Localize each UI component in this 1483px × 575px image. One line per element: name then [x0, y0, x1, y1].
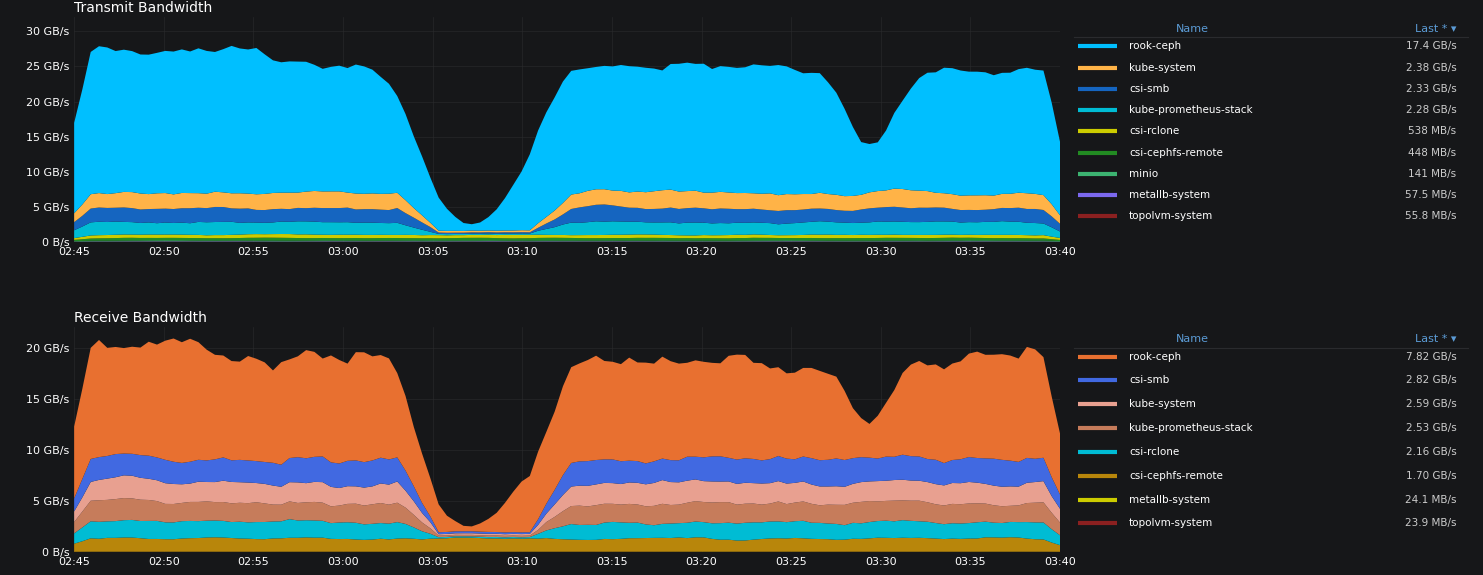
Text: topolvm-system: topolvm-system — [1129, 519, 1213, 528]
Text: kube-system: kube-system — [1129, 63, 1195, 72]
Text: metallb-system: metallb-system — [1129, 190, 1210, 200]
Text: Name: Name — [1176, 24, 1209, 34]
Text: csi-rclone: csi-rclone — [1129, 447, 1179, 457]
Text: csi-cephfs-remote: csi-cephfs-remote — [1129, 471, 1223, 481]
Text: Last * ▾: Last * ▾ — [1415, 24, 1456, 34]
Text: kube-prometheus-stack: kube-prometheus-stack — [1129, 105, 1253, 115]
Text: 2.33 GB/s: 2.33 GB/s — [1406, 84, 1456, 94]
Text: 2.59 GB/s: 2.59 GB/s — [1406, 399, 1456, 409]
Text: 17.4 GB/s: 17.4 GB/s — [1406, 41, 1456, 51]
Text: 2.38 GB/s: 2.38 GB/s — [1406, 63, 1456, 72]
Text: Receive Bandwidth: Receive Bandwidth — [74, 310, 208, 325]
Text: minio: minio — [1129, 169, 1158, 179]
Text: rook-ceph: rook-ceph — [1129, 351, 1180, 362]
Text: kube-system: kube-system — [1129, 399, 1195, 409]
Text: 2.82 GB/s: 2.82 GB/s — [1406, 375, 1456, 385]
Text: 538 MB/s: 538 MB/s — [1409, 126, 1456, 136]
Text: 57.5 MB/s: 57.5 MB/s — [1404, 190, 1456, 200]
Text: 7.82 GB/s: 7.82 GB/s — [1406, 351, 1456, 362]
Text: Name: Name — [1176, 334, 1209, 344]
Text: 2.53 GB/s: 2.53 GB/s — [1406, 423, 1456, 433]
Text: csi-rclone: csi-rclone — [1129, 126, 1179, 136]
Text: rook-ceph: rook-ceph — [1129, 41, 1180, 51]
Text: 448 MB/s: 448 MB/s — [1409, 148, 1456, 158]
Text: 24.1 MB/s: 24.1 MB/s — [1404, 494, 1456, 504]
Text: 141 MB/s: 141 MB/s — [1409, 169, 1456, 179]
Text: 23.9 MB/s: 23.9 MB/s — [1404, 519, 1456, 528]
Text: csi-cephfs-remote: csi-cephfs-remote — [1129, 148, 1223, 158]
Text: csi-smb: csi-smb — [1129, 84, 1169, 94]
Text: 2.28 GB/s: 2.28 GB/s — [1406, 105, 1456, 115]
Text: 2.16 GB/s: 2.16 GB/s — [1406, 447, 1456, 457]
Text: Last * ▾: Last * ▾ — [1415, 334, 1456, 344]
Text: Transmit Bandwidth: Transmit Bandwidth — [74, 1, 212, 15]
Text: 55.8 MB/s: 55.8 MB/s — [1404, 212, 1456, 221]
Text: 1.70 GB/s: 1.70 GB/s — [1406, 471, 1456, 481]
Text: kube-prometheus-stack: kube-prometheus-stack — [1129, 423, 1253, 433]
Text: metallb-system: metallb-system — [1129, 494, 1210, 504]
Text: topolvm-system: topolvm-system — [1129, 212, 1213, 221]
Text: csi-smb: csi-smb — [1129, 375, 1169, 385]
